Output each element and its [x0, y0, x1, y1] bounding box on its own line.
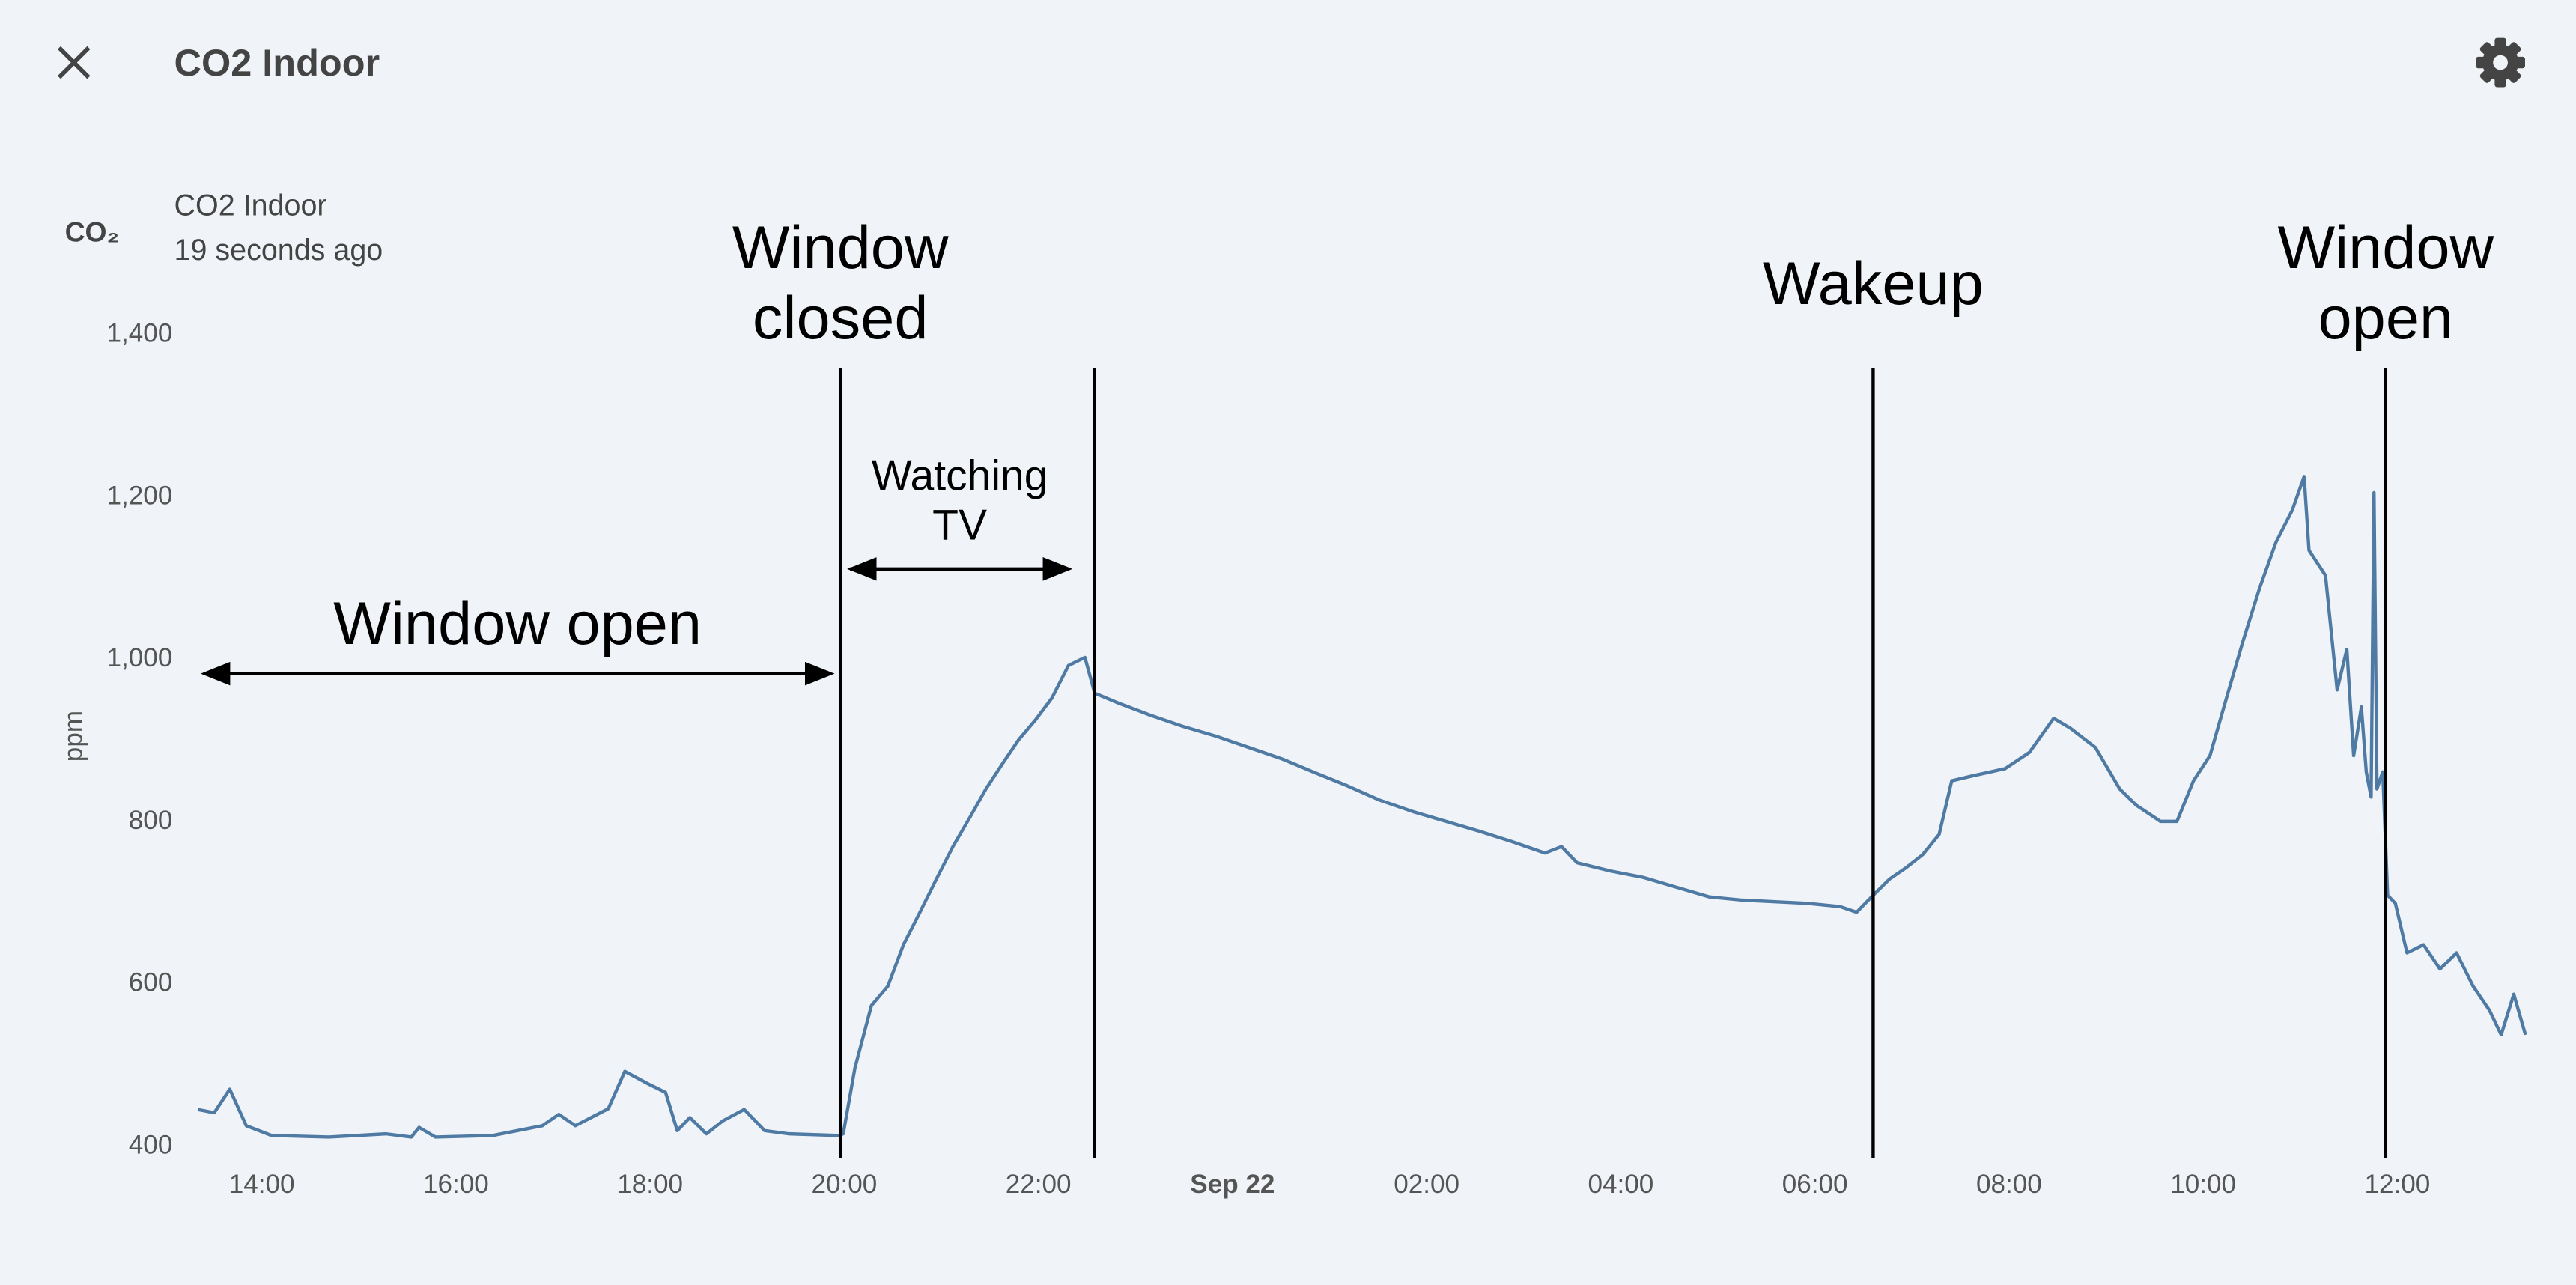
- y-tick-label: 400: [129, 1130, 173, 1159]
- x-tick-label: 22:00: [1006, 1170, 1072, 1199]
- last-updated: 19 seconds ago: [174, 234, 383, 267]
- y-tick-label: 1,000: [107, 643, 173, 672]
- annotation-label: Wakeup: [1763, 250, 1984, 318]
- x-tick-label: 14:00: [229, 1170, 295, 1199]
- settings-button[interactable]: [2476, 37, 2525, 88]
- x-tick-label: 16:00: [423, 1170, 489, 1199]
- x-tick-label: 02:00: [1394, 1170, 1459, 1199]
- annotation-label: TV: [932, 501, 987, 549]
- x-tick-label: 08:00: [1976, 1170, 2042, 1199]
- x-tick-label: 12:00: [2364, 1170, 2430, 1199]
- entity-name: CO2 Indoor: [174, 189, 327, 222]
- entity-icon: CO₂: [65, 216, 120, 248]
- y-axis-label: ppm: [59, 711, 88, 762]
- x-tick-label: 20:00: [811, 1170, 877, 1199]
- y-tick-label: 600: [129, 968, 173, 997]
- x-tick-label: 10:00: [2170, 1170, 2236, 1199]
- annotation-label: Window: [2277, 214, 2494, 282]
- annotation-label: Window open: [333, 590, 702, 657]
- annotation-label: Window: [732, 214, 949, 282]
- x-tick-label: 04:00: [1588, 1170, 1653, 1199]
- x-tick-label: Sep 22: [1190, 1170, 1275, 1199]
- y-tick-label: 1,200: [107, 481, 173, 510]
- close-button[interactable]: [41, 30, 107, 96]
- y-tick-label: 800: [129, 806, 173, 835]
- x-tick-label: 18:00: [617, 1170, 683, 1199]
- data-line: [197, 475, 2527, 1139]
- annotation-label: closed: [753, 285, 929, 352]
- x-tick-label: 06:00: [1782, 1170, 1848, 1199]
- annotation-label: Watching: [872, 452, 1048, 500]
- dialog-title: CO2 Indoor: [174, 41, 380, 84]
- annotation-label: open: [2318, 285, 2454, 352]
- y-tick-label: 1,400: [107, 319, 173, 348]
